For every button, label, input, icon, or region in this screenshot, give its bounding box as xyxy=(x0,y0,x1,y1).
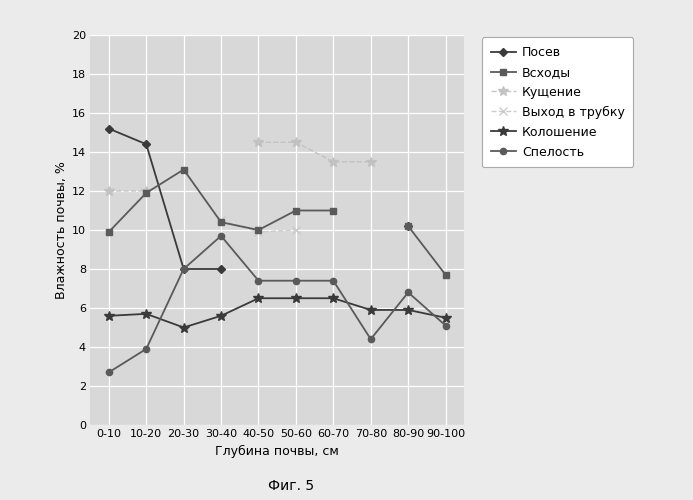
Колошение xyxy=(329,295,337,301)
Колошение xyxy=(105,313,113,319)
Посев xyxy=(105,126,113,132)
Спелость xyxy=(367,336,375,342)
Выход в трубку xyxy=(217,217,225,223)
Кущение xyxy=(292,139,300,145)
Y-axis label: Влажность почвы, %: Влажность почвы, % xyxy=(55,161,68,299)
Колошение xyxy=(217,313,225,319)
Колошение xyxy=(179,324,188,330)
Посев xyxy=(179,266,188,272)
X-axis label: Глубина почвы, см: Глубина почвы, см xyxy=(216,444,339,458)
Спелость xyxy=(404,290,412,296)
Посев xyxy=(142,141,150,147)
Колошение xyxy=(292,295,300,301)
Line: Посев: Посев xyxy=(105,126,412,272)
Спелость xyxy=(105,370,113,376)
Посев xyxy=(404,223,412,229)
Спелость xyxy=(179,266,188,272)
Всходы xyxy=(292,208,300,214)
Колошение xyxy=(254,295,263,301)
Всходы xyxy=(217,219,225,225)
Всходы xyxy=(254,227,263,233)
Всходы xyxy=(179,166,188,172)
Кущение xyxy=(142,188,150,194)
Спелость xyxy=(441,322,450,328)
Спелость xyxy=(217,233,225,239)
Колошение xyxy=(367,307,375,313)
Всходы xyxy=(105,229,113,235)
Спелость xyxy=(254,278,263,283)
Кущение xyxy=(367,159,375,165)
Колошение xyxy=(142,311,150,317)
Всходы xyxy=(329,208,337,214)
Text: Фиг. 5: Фиг. 5 xyxy=(268,479,314,493)
Legend: Посев, Всходы, Кущение, Выход в трубку, Колошение, Спелость: Посев, Всходы, Кущение, Выход в трубку, … xyxy=(482,38,633,168)
Line: Выход в трубку: Выход в трубку xyxy=(217,216,300,236)
Кущение xyxy=(254,139,263,145)
Line: Колошение: Колошение xyxy=(104,294,450,333)
Посев xyxy=(217,266,225,272)
Line: Кущение: Кущение xyxy=(104,138,376,196)
Спелость xyxy=(292,278,300,283)
Кущение xyxy=(329,159,337,165)
Line: Спелость: Спелость xyxy=(105,232,449,376)
Всходы xyxy=(404,223,412,229)
Выход в трубку xyxy=(254,229,263,235)
Колошение xyxy=(441,315,450,321)
Всходы xyxy=(441,272,450,278)
Колошение xyxy=(404,307,412,313)
Кущение xyxy=(105,188,113,194)
Выход в трубку xyxy=(292,227,300,233)
Спелость xyxy=(142,346,150,352)
Line: Всходы: Всходы xyxy=(105,166,449,278)
Спелость xyxy=(329,278,337,283)
Всходы xyxy=(142,190,150,196)
